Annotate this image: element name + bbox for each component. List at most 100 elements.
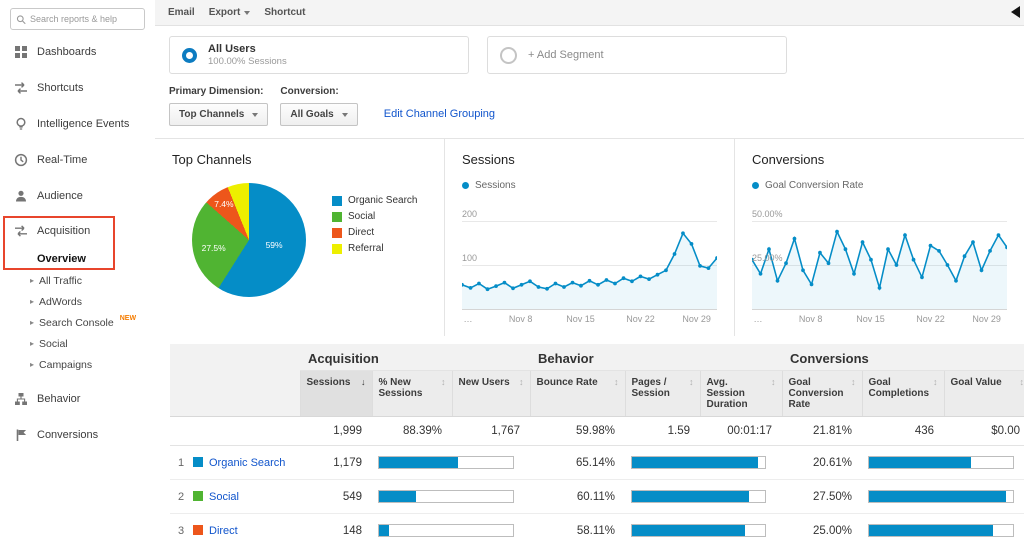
sidebar-item-adwords[interactable]: ▸ AdWords (0, 291, 155, 312)
caret-right-icon: ▸ (30, 318, 34, 327)
shortcut-button[interactable]: Shortcut (264, 7, 319, 18)
x-axis: … Nov 8 Nov 15 Nov 22 Nov 29 (752, 314, 1007, 328)
panel-title: Sessions (462, 152, 717, 167)
sort-icon: ↕ (933, 377, 938, 387)
add-segment-button[interactable]: + Add Segment (487, 36, 787, 74)
table-row: 1Organic Search 1,179 65.14% 20.61% (170, 446, 1024, 480)
sidebar-item-behavior[interactable]: Behavior (0, 381, 155, 417)
behavior-icon (14, 392, 28, 406)
search-input[interactable] (30, 14, 139, 24)
summary-new-users: 1,767 (452, 417, 530, 446)
bounce-bar-cell (625, 514, 782, 539)
x-tick: Nov 22 (916, 314, 945, 324)
goal-conv-rate-value: 25.00% (782, 514, 862, 539)
channel-link[interactable]: Social (209, 491, 239, 503)
legend-swatch (332, 212, 342, 222)
sessions-value: 1,179 (300, 446, 372, 480)
action-toolbar: Email Export Shortcut (155, 0, 1024, 26)
shortcut-button-label: Shortcut (264, 7, 305, 18)
sidebar-item-search-console[interactable]: ▸ Search Console NEW (0, 312, 155, 333)
primary-dimension-value: Top Channels (179, 109, 244, 120)
sidebar-item-all-traffic[interactable]: ▸ All Traffic (0, 270, 155, 291)
conversions-legend: Goal Conversion Rate (752, 180, 1007, 191)
collapse-panel-icon[interactable] (1011, 6, 1020, 18)
summary-sessions: 1,999 (300, 417, 372, 446)
legend-dot-icon (752, 182, 759, 189)
export-button[interactable]: Export (209, 7, 265, 18)
sidebar-item-acquisition[interactable]: Acquisition (0, 214, 155, 248)
sidebar-item-label: Search Console (39, 317, 114, 329)
flag-icon (14, 428, 28, 442)
bounce-bar (632, 491, 749, 502)
column-header-goal-completions[interactable]: ↕Goal Completions (862, 371, 944, 417)
edit-channel-grouping-link[interactable]: Edit Channel Grouping (384, 108, 495, 126)
sidebar-item-intelligence-events[interactable]: Intelligence Events (0, 106, 155, 142)
acquisition-icon (14, 224, 28, 238)
sort-icon: ↕ (851, 377, 856, 387)
sidebar-item-real-time[interactable]: Real-Time (0, 142, 155, 178)
segment-all-users[interactable]: All Users 100.00% Sessions (169, 36, 469, 74)
legend-dot-icon (462, 182, 469, 189)
group-header-behavior: Behavior (530, 344, 782, 371)
primary-dimension-dropdown[interactable]: Top Channels (169, 103, 268, 126)
sidebar-item-conversions[interactable]: Conversions (0, 417, 155, 453)
column-header-bounce-rate[interactable]: ↕Bounce Rate (530, 371, 625, 417)
column-header-avg-session-duration[interactable]: ↕Avg. Session Duration (700, 371, 782, 417)
sidebar-item-audience[interactable]: Audience (0, 178, 155, 214)
goal-bar-cell (862, 480, 1024, 514)
legend-item: Referral (332, 243, 417, 254)
segment-ring-icon (182, 48, 197, 63)
y-tick: 100 (462, 253, 477, 263)
add-segment-ring-icon (500, 47, 517, 64)
column-header-goal-conversion-rate[interactable]: ↕Goal Conversion Rate (782, 371, 862, 417)
goal-bar (869, 457, 971, 468)
sidebar-item-overview[interactable]: Overview (0, 248, 155, 270)
sidebar-item-label: AdWords (39, 296, 82, 308)
sidebar-item-shortcuts[interactable]: Shortcuts (0, 70, 155, 106)
summary-new-sessions-pct: 88.39% (372, 417, 452, 446)
new-badge: NEW (120, 315, 136, 322)
x-axis: … Nov 8 Nov 15 Nov 22 Nov 29 (462, 314, 717, 328)
column-header-new-sessions-pct[interactable]: ↕% New Sessions (372, 371, 452, 417)
sidebar-item-label: Audience (37, 190, 83, 202)
table-summary-row: 1,999 88.39% 1,767 59.98% 1.59 00:01:17 … (170, 417, 1024, 446)
channel-cell: 1Organic Search (170, 446, 300, 480)
column-header-new-users[interactable]: ↕New Users (452, 371, 530, 417)
group-header-acquisition: Acquisition (300, 344, 530, 371)
x-tick: Nov 8 (509, 314, 533, 324)
goal-conv-rate-value: 27.50% (782, 480, 862, 514)
sidebar-item-label: Campaigns (39, 359, 92, 371)
sidebar-item-label: Acquisition (37, 225, 90, 237)
sort-icon: ↕ (614, 377, 619, 387)
column-header-sessions[interactable]: ↓Sessions (300, 371, 372, 417)
charts-row: Top Channels 59% 27.5% 7.4% Organic Sear… (155, 138, 1024, 336)
sidebar-item-campaigns[interactable]: ▸ Campaigns (0, 354, 155, 375)
column-header-pages-session[interactable]: ↕Pages / Session (625, 371, 700, 417)
add-segment-label: + Add Segment (528, 49, 604, 61)
channel-link[interactable]: Organic Search (209, 457, 285, 469)
y-tick: 50.00% (752, 209, 783, 219)
goal-bar-cell (862, 514, 1024, 539)
bounce-bar-cell (625, 446, 782, 480)
email-button[interactable]: Email (168, 7, 209, 18)
search-box[interactable] (10, 8, 145, 30)
summary-avg-duration: 00:01:17 (700, 417, 782, 446)
person-icon (14, 189, 28, 203)
channel-link[interactable]: Direct (209, 525, 238, 537)
pie-legend: Organic Search Social Direct Referral (332, 195, 417, 259)
segment-title: All Users (208, 43, 287, 55)
goal-bar-cell (862, 446, 1024, 480)
channel-color-swatch (193, 491, 203, 501)
legend-swatch (332, 244, 342, 254)
sidebar-item-dashboards[interactable]: Dashboards (0, 34, 155, 70)
column-header-goal-value[interactable]: ↕Goal Value (944, 371, 1024, 417)
export-button-label: Export (209, 7, 241, 18)
x-tick: … (754, 314, 763, 324)
conversion-dropdown[interactable]: All Goals (280, 103, 357, 126)
channel-color-swatch (193, 525, 203, 535)
conversions-panel: Conversions Goal Conversion Rate 50.00% … (735, 139, 1024, 336)
legend-label: Goal Conversion Rate (765, 180, 863, 191)
primary-dimension-label: Primary Dimension: (169, 86, 268, 97)
summary-pages-session: 1.59 (625, 417, 700, 446)
sidebar-item-social[interactable]: ▸ Social (0, 333, 155, 354)
